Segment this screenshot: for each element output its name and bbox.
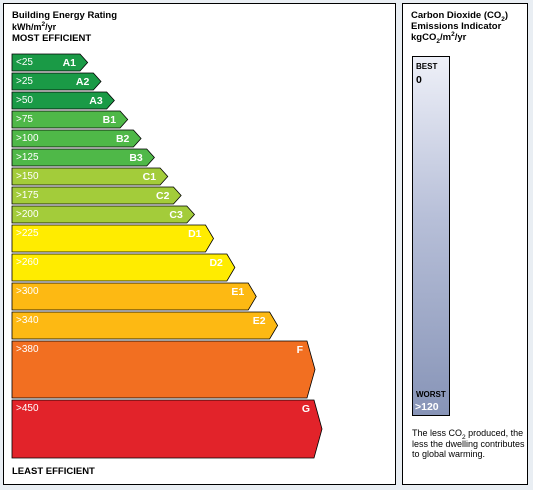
co2-unit-sub: 2 [436,37,440,45]
band-c2 [11,186,182,205]
band-threshold-c1: >150 [16,171,39,182]
band-threshold-e1: >300 [16,286,39,297]
band-d2 [11,253,236,282]
band-threshold-b3: >125 [16,152,39,163]
co2-unit-b: /m [439,32,452,43]
band-e1 [11,282,257,311]
co2-title-sub: 2 [501,15,505,23]
band-threshold-d2: >260 [16,257,39,268]
band-threshold-d1: >225 [16,228,39,239]
band-a1 [11,53,89,72]
scale-best-value: 0 [416,74,422,86]
band-threshold-c3: >200 [16,209,39,220]
band-grade-d2: D2 [209,257,223,269]
band-threshold-b1: >75 [16,114,33,125]
band-threshold-a2: >25 [16,76,33,87]
unit-sup: 2 [41,21,46,28]
co2-panel: Carbon Dioxide (CO2) Emissions Indicator… [402,3,528,485]
band-f [11,340,316,399]
scale-best-label: BEST [416,62,438,71]
band-grade-c1: C1 [143,171,157,183]
band-grade-b3: B3 [129,152,143,164]
co2-title-b: ) [504,10,509,21]
co2-footer-note: The less CO2 produced, the less the dwel… [412,428,528,460]
band-grade-c2: C2 [156,190,170,202]
band-a3 [11,91,115,110]
most-efficient-label: MOST EFFICIENT [12,33,92,44]
band-grade-e2: E2 [253,315,266,327]
co2-title: Carbon Dioxide (CO2) Emissions Indicator… [411,10,529,45]
band-c1 [11,167,169,186]
energy-rating-unit: kWh/m2/yr [12,21,57,32]
band-grade-b1: B1 [103,114,117,126]
note-a: The less CO [412,428,463,438]
note-b: produced, the less the dwelling contribu… [412,428,525,459]
note-sub: 2 [462,433,466,441]
band-threshold-e2: >340 [16,315,39,326]
band-grade-a3: A3 [89,95,103,107]
band-b1 [11,110,129,129]
band-grade-a1: A1 [63,57,77,69]
band-threshold-c2: >175 [16,190,39,201]
band-grade-f: F [297,344,304,356]
co2-unit-a: kgCO [411,32,437,43]
band-grade-g: G [302,403,310,415]
energy-bands-chart: <25 A1 >25 A2 >50 A3 >75 B1 >100 B2 >125 B3 >150 C1 >1… [11,53,323,459]
scale-worst-label: WORST [416,390,446,399]
band-threshold-a1: <25 [16,57,33,68]
band-d1 [11,224,214,253]
scale-worst-value: >120 [415,401,439,413]
band-threshold-b2: >100 [16,133,39,144]
co2-unit-c: /yr [454,32,467,43]
band-grade-a2: A2 [76,76,90,88]
band-threshold-g: >450 [16,403,39,414]
co2-unit-sup: 2 [451,30,455,38]
band-grade-b2: B2 [116,133,130,145]
band-threshold-f: >380 [16,344,39,355]
unit-suffix: /yr [45,22,57,32]
energy-rating-panel: Building Energy Rating kWh/m2/yr MOST EF… [3,3,396,485]
band-grade-e1: E1 [231,286,244,298]
band-b3 [11,148,155,167]
band-threshold-a3: >50 [16,95,33,106]
band-c3 [11,205,196,224]
band-b2 [11,129,142,148]
band-a2 [11,72,102,91]
co2-unit: kgCO2/m2/yr [411,30,529,45]
co2-scale-bar: BEST 0 WORST >120 [412,56,450,416]
band-grade-c3: C3 [169,209,183,221]
co2-title-line2: Emissions Indicator [411,21,502,32]
band-e2 [11,311,279,340]
unit-prefix: kWh/m [12,22,42,32]
co2-title-a: Carbon Dioxide (CO [411,10,502,21]
band-grade-d1: D1 [188,228,202,240]
co2-title-line1: Carbon Dioxide (CO2) [411,10,529,23]
band-g [11,399,323,459]
energy-rating-title: Building Energy Rating [12,10,118,21]
least-efficient-label: LEAST EFFICIENT [12,466,95,477]
